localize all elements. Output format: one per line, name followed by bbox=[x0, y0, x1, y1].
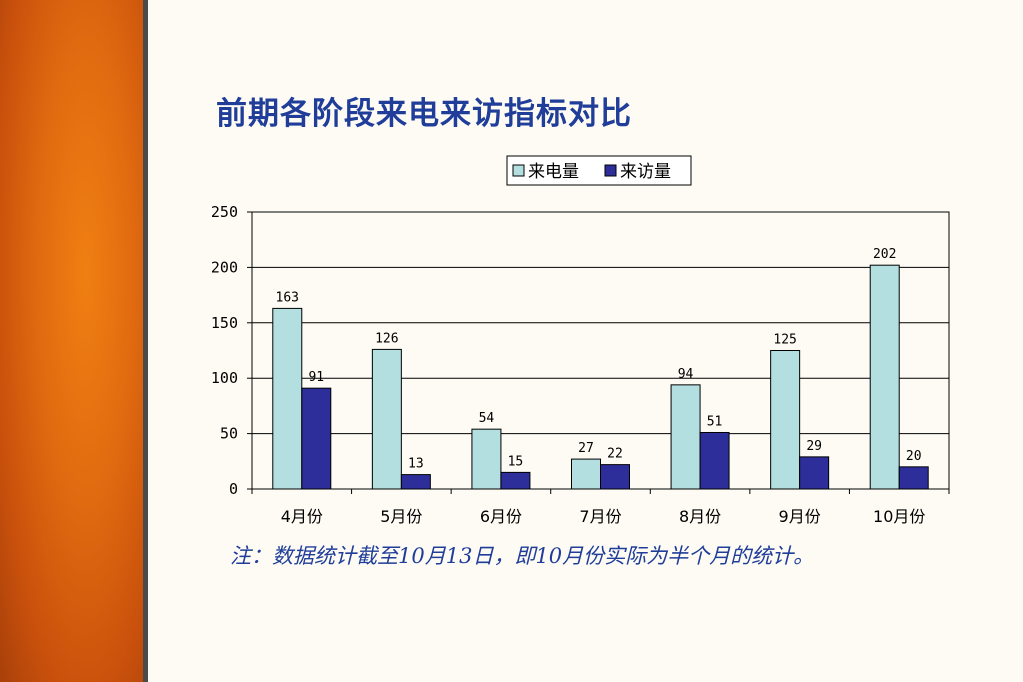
bar-visits bbox=[500, 471, 531, 490]
y-tick-label: 0 bbox=[229, 480, 238, 498]
bar-calls bbox=[571, 458, 601, 490]
x-tick-label: 8月份 bbox=[679, 507, 721, 526]
bar-visits bbox=[400, 474, 431, 490]
y-tick-label: 250 bbox=[211, 203, 238, 221]
decorative-side-panel bbox=[0, 0, 143, 682]
x-tick-label: 10月份 bbox=[873, 507, 925, 526]
chart-gridlines bbox=[247, 211, 950, 494]
data-label: 125 bbox=[773, 333, 796, 348]
bar-calls bbox=[770, 350, 801, 490]
data-label: 202 bbox=[873, 247, 896, 262]
data-label: 126 bbox=[375, 331, 398, 346]
data-label: 94 bbox=[678, 367, 694, 382]
legend-box bbox=[506, 155, 692, 186]
data-label: 27 bbox=[578, 441, 594, 456]
chart-legend: 来电量 来访量 bbox=[506, 155, 692, 186]
plot-frame bbox=[251, 211, 950, 490]
bar-visits bbox=[600, 464, 630, 490]
bar-calls bbox=[471, 428, 502, 490]
data-label: 91 bbox=[308, 370, 324, 385]
bar-calls bbox=[869, 264, 900, 490]
y-tick-label: 100 bbox=[211, 369, 238, 387]
data-label: 29 bbox=[806, 439, 822, 454]
y-tick-label: 50 bbox=[220, 425, 238, 443]
page-title: 前期各阶段来电来访指标对比 bbox=[216, 96, 632, 132]
x-tick-label: 5月份 bbox=[380, 507, 422, 526]
bar-visits bbox=[301, 387, 332, 490]
legend-swatch bbox=[604, 164, 617, 177]
y-tick-label: 150 bbox=[211, 314, 238, 332]
chart-labels: 0 50 100 150 200 250 163 91 4月份 126 13 5月份 54 15 6月份 27… bbox=[211, 203, 925, 526]
data-label: 20 bbox=[906, 449, 922, 464]
x-tick-label: 6月份 bbox=[480, 507, 522, 526]
chart-bars bbox=[272, 264, 929, 490]
data-label: 163 bbox=[276, 290, 299, 305]
data-label: 22 bbox=[607, 447, 623, 462]
y-tick-label: 200 bbox=[211, 258, 238, 276]
data-label: 15 bbox=[508, 454, 524, 469]
bar-calls bbox=[371, 348, 402, 490]
x-tick-label: 9月份 bbox=[779, 507, 821, 526]
bar-visits bbox=[699, 431, 730, 490]
legend-label: 来访量 bbox=[620, 162, 671, 182]
x-tick-label: 7月份 bbox=[579, 507, 621, 526]
footnote: 注：数据统计截至10月13日，即10月份实际为半个月的统计。 bbox=[230, 544, 815, 568]
data-label: 13 bbox=[408, 457, 424, 472]
data-label: 54 bbox=[479, 411, 495, 426]
bar-calls bbox=[670, 384, 701, 490]
bar-visits bbox=[898, 466, 929, 490]
data-label: 51 bbox=[707, 414, 723, 429]
bar-calls bbox=[272, 307, 303, 490]
bar-visits bbox=[799, 456, 830, 490]
side-divider bbox=[143, 0, 148, 682]
legend-label: 来电量 bbox=[528, 162, 579, 182]
x-tick-label: 4月份 bbox=[281, 507, 323, 526]
legend-swatch bbox=[512, 164, 525, 177]
